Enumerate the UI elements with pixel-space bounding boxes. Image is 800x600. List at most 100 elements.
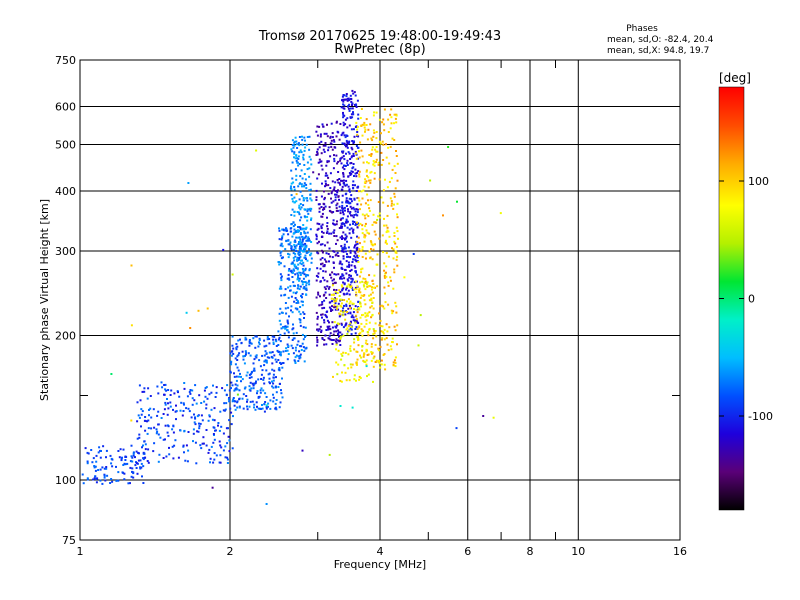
data-point: [302, 270, 305, 273]
data-point: [357, 337, 360, 340]
data-point: [286, 277, 289, 280]
data-point: [284, 350, 287, 352]
data-point: [375, 359, 378, 362]
data-point: [370, 288, 373, 291]
data-point: [362, 161, 365, 164]
data-point: [294, 246, 297, 249]
data-point: [258, 395, 261, 398]
data-point: [396, 202, 399, 205]
data-point: [320, 160, 323, 163]
data-point: [366, 138, 369, 141]
data-point: [224, 445, 227, 448]
data-point: [375, 146, 378, 148]
data-point: [381, 234, 384, 237]
data-point: [331, 148, 334, 151]
data-point: [143, 440, 146, 443]
data-point: [323, 306, 326, 309]
data-point: [375, 137, 378, 140]
data-point: [230, 381, 233, 384]
data-point: [298, 241, 300, 243]
data-point: [248, 340, 251, 343]
data-point: [347, 298, 350, 301]
data-point: [148, 408, 150, 411]
data-point: [355, 314, 358, 317]
data-point: [305, 293, 307, 296]
y-tick-label: 750: [55, 54, 76, 67]
data-point: [299, 232, 302, 234]
data-point: [320, 331, 323, 333]
data-point: [205, 444, 208, 447]
data-point: [304, 146, 307, 149]
data-point: [178, 395, 181, 398]
data-point: [343, 114, 346, 117]
data-point: [367, 186, 370, 189]
data-point: [336, 373, 339, 376]
data-point: [318, 328, 321, 331]
data-point: [293, 337, 296, 340]
data-point: [345, 288, 347, 291]
data-point: [301, 272, 304, 275]
data-point: [137, 414, 140, 417]
data-point: [110, 462, 113, 465]
data-point: [359, 141, 362, 144]
data-point: [378, 237, 381, 240]
data-point: [382, 354, 385, 356]
data-point: [308, 167, 311, 170]
data-point: [264, 401, 267, 403]
data-point: [130, 475, 133, 478]
data-point: [370, 137, 373, 140]
data-point: [194, 441, 197, 444]
data-point: [334, 325, 337, 328]
data-point: [249, 341, 252, 344]
data-point: [355, 318, 358, 321]
data-point: [187, 431, 190, 433]
data-point: [342, 255, 345, 258]
data-point: [366, 193, 369, 196]
data-point: [293, 259, 296, 262]
data-point: [220, 425, 223, 428]
data-point: [279, 273, 282, 276]
data-point: [302, 153, 305, 156]
data-point: [200, 414, 203, 417]
data-point: [209, 461, 211, 464]
data-point: [351, 214, 354, 217]
data-point: [366, 285, 369, 288]
data-point: [117, 450, 120, 452]
data-point: [195, 402, 198, 405]
data-point: [349, 190, 351, 193]
data-point: [293, 152, 296, 155]
data-point: [363, 214, 366, 217]
data-point: [357, 261, 360, 263]
data-point: [344, 238, 346, 241]
data-point: [353, 255, 356, 257]
data-point: [167, 425, 170, 428]
data-point: [339, 218, 342, 221]
data-point: [278, 287, 281, 290]
data-point: [361, 314, 363, 317]
data-point: [372, 243, 375, 246]
data-point: [355, 106, 358, 108]
data-point: [349, 311, 352, 314]
y-axis-label: Stationary phase Virtual Height [km]: [38, 199, 51, 401]
data-point: [354, 286, 357, 289]
data-point: [153, 426, 156, 429]
data-point: [358, 175, 361, 178]
data-point: [330, 122, 333, 125]
data-point: [379, 325, 382, 327]
data-point: [396, 179, 399, 182]
data-point: [380, 359, 383, 362]
data-point: [210, 445, 213, 448]
data-point: [315, 235, 318, 238]
data-point: [387, 146, 390, 149]
data-point: [272, 379, 275, 382]
data-point: [303, 273, 306, 276]
data-point: [361, 134, 364, 137]
data-point: [349, 345, 352, 348]
data-point: [253, 358, 256, 361]
data-point: [323, 264, 326, 266]
data-point: [360, 356, 363, 359]
data-point: [386, 330, 389, 333]
data-point: [126, 462, 129, 465]
data-point: [297, 211, 300, 214]
data-point: [349, 173, 352, 176]
